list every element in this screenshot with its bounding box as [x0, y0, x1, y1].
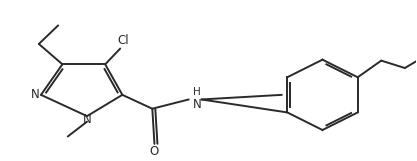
Text: N: N	[83, 113, 91, 126]
Text: N: N	[193, 98, 202, 111]
Text: Cl: Cl	[118, 34, 129, 47]
Text: H: H	[193, 87, 201, 97]
Text: O: O	[150, 145, 159, 158]
Text: N: N	[31, 88, 40, 101]
